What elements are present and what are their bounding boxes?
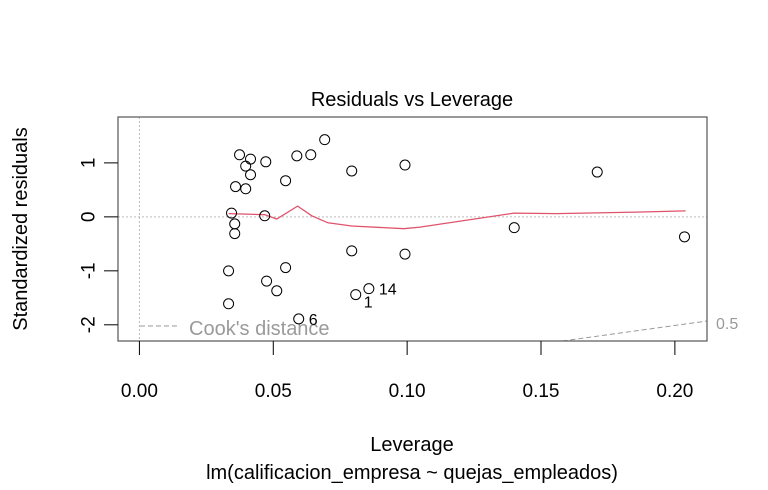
data-point: [230, 181, 242, 193]
cooks-contour-label: 0.5: [716, 316, 738, 333]
x-tick-label: 0.15: [523, 381, 560, 402]
data-point: [223, 298, 235, 310]
smooth-line-group: [228, 205, 686, 230]
cooks-distance-lines: [140, 320, 707, 341]
data-point: [280, 262, 292, 274]
point-label: 14: [379, 282, 397, 299]
data-point: [319, 134, 331, 146]
data-point: [591, 166, 603, 178]
x-axis-label: Leverage: [370, 434, 453, 456]
chart-title: Residuals vs Leverage: [311, 89, 513, 111]
y-tick-label: -1: [79, 262, 100, 279]
data-point: [508, 222, 520, 234]
smooth-line: [228, 205, 686, 230]
data-point: [346, 245, 358, 257]
data-point: [679, 231, 691, 243]
point-label: 1: [364, 295, 373, 312]
point-labels-group: 6 1 14: [309, 282, 397, 329]
x-tick-label: 0.10: [389, 381, 426, 402]
chart-subtitle: lm(calificacion_empresa ~ quejas_emplead…: [206, 462, 618, 484]
reference-lines: [118, 117, 707, 341]
data-point: [229, 228, 241, 240]
data-point: [240, 183, 252, 195]
data-point: [259, 210, 271, 222]
data-point: [245, 153, 257, 165]
data-point: [399, 159, 411, 171]
x-tick-label: 0.00: [121, 381, 158, 402]
data-point: [261, 275, 273, 287]
data-point: [293, 313, 305, 325]
cooks-contour-0.5: [562, 320, 707, 341]
data-point: [305, 149, 317, 161]
data-point: [226, 207, 238, 219]
x-tick-label: 0.05: [255, 381, 292, 402]
y-tick-label: 0: [79, 212, 100, 223]
data-point: [346, 165, 358, 177]
data-point: [223, 265, 235, 277]
y-axis-label: Standardized residuals: [10, 127, 32, 330]
data-point: [271, 285, 283, 297]
data-point: [234, 149, 246, 161]
x-axis: 0.00 0.05 0.10 0.15 0.20: [121, 341, 693, 402]
data-point: [240, 160, 252, 172]
points-group: [223, 134, 691, 325]
data-point: [363, 283, 375, 295]
y-tick-label: -2: [79, 316, 100, 333]
data-point: [229, 218, 241, 230]
y-axis: -2 -1 0 1: [79, 158, 118, 333]
data-point: [399, 248, 411, 260]
x-tick-label: 0.20: [656, 381, 693, 402]
data-point: [245, 169, 257, 181]
cooks-distance-legend-label: Cook's distance: [189, 318, 330, 340]
plot-frame: [117, 116, 708, 342]
data-point: [280, 175, 292, 187]
data-point: [350, 289, 362, 301]
point-label: 6: [309, 312, 318, 329]
data-point: [260, 156, 272, 168]
y-tick-label: 1: [79, 158, 100, 169]
data-point: [291, 150, 303, 162]
